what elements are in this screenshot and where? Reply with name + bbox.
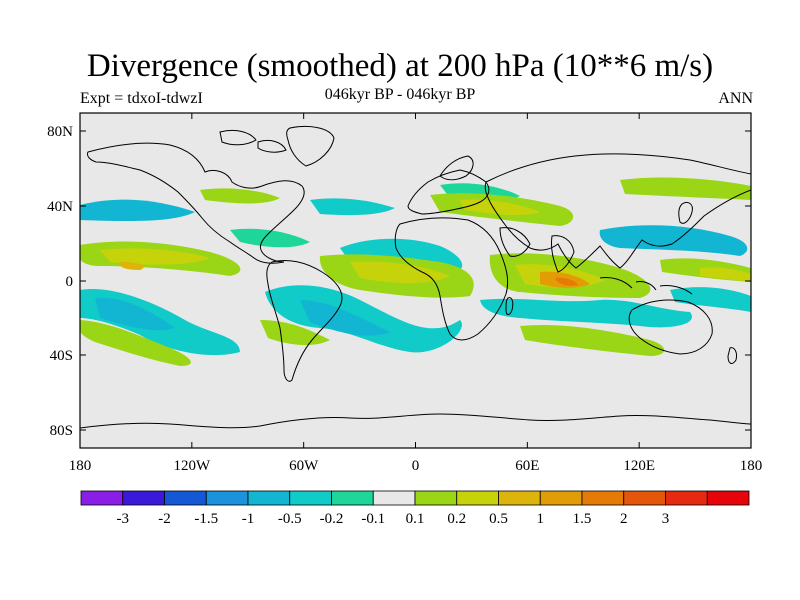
coastline-south-america	[266, 259, 343, 382]
colorbar: -3 -2 -1.5 -1 -0.5 -0.2 -0.1 0.1 0.2 0.5 1 1.5 2 3	[80, 490, 750, 527]
lon-tick-label: 120W	[173, 458, 211, 474]
colorbar-label: 0.2	[447, 511, 466, 527]
coastline-asia	[484, 153, 751, 269]
colorbar-label: -2	[158, 511, 171, 527]
field-region-positive	[119, 262, 144, 270]
colorbar-swatch	[331, 490, 374, 506]
coastline-europe	[407, 169, 490, 215]
colorbar-swatch	[706, 490, 750, 506]
colorbar-label: 1	[537, 511, 545, 527]
colorbar-swatch	[456, 490, 499, 506]
colorbar-swatch	[414, 490, 458, 506]
field-region-negative	[95, 297, 175, 331]
field-region-negative	[300, 300, 390, 336]
field-region-positive	[555, 277, 578, 286]
lat-tick-label: 0	[66, 274, 74, 290]
coastline-africa	[394, 217, 509, 341]
lon-tick-label: 180	[69, 458, 92, 474]
lon-tick-label: 60E	[515, 458, 539, 474]
colorbar-label: -1.5	[194, 511, 218, 527]
colorbar-swatch	[247, 490, 291, 506]
colorbar-swatch	[498, 490, 541, 506]
colorbar-label: 1.5	[573, 511, 592, 527]
lon-tick-label: 180	[740, 458, 763, 474]
field-region-positive	[100, 248, 210, 265]
lon-tick-label: 60W	[289, 458, 319, 474]
coastline-madagascar	[505, 297, 514, 315]
colorbar-swatch	[289, 490, 332, 506]
coastline-new-zealand	[727, 347, 737, 364]
colorbar-swatch	[581, 490, 625, 506]
field-region-negative	[599, 225, 748, 256]
coastlines	[80, 125, 751, 429]
colorbar-label: -3	[117, 511, 130, 527]
colorbar-label: -1	[242, 511, 255, 527]
colorbar-swatch	[372, 490, 416, 506]
field-region-negative	[310, 198, 395, 216]
coastline-arctic-islands	[219, 129, 287, 153]
field-region-positive	[200, 188, 280, 204]
lat-tick-label: 80N	[47, 124, 73, 140]
axis-ticks: 80N 40N 0 40S 80S 180 120W 60W 0 60E 120E 180	[47, 113, 762, 474]
colorbar-swatch	[205, 490, 249, 506]
field-region-positive	[520, 324, 665, 356]
field-region-positive	[460, 199, 540, 216]
colorbar-label: -0.5	[278, 511, 302, 527]
season-label: ANN	[718, 90, 753, 107]
coastline-india	[551, 235, 575, 273]
colorbar-swatch	[122, 490, 165, 506]
lat-tick-label: 80S	[50, 423, 73, 439]
colorbar-swatch	[623, 490, 666, 506]
lat-tick-label: 40S	[50, 348, 73, 364]
colorbar-swatch	[80, 490, 124, 506]
experiment-label: Expt = tdxoI-tdwzI	[80, 90, 203, 107]
period-label: 046kyr BP - 046kyr BP	[324, 86, 476, 103]
coastline-australia	[628, 299, 713, 355]
colorbar-label: 3	[662, 511, 670, 527]
colorbar-label: -0.2	[320, 511, 344, 527]
field-region-negative	[230, 228, 310, 248]
coastline-antarctica	[80, 413, 751, 429]
field-region-positive	[700, 267, 751, 282]
coastline-scandinavia	[439, 155, 474, 181]
colorbar-label: 0.1	[406, 511, 425, 527]
divergence-field	[80, 177, 751, 366]
colorbar-label: 0.5	[489, 511, 508, 527]
field-region-positive	[80, 320, 191, 366]
colorbar-label: -0.1	[361, 511, 385, 527]
coastline-arabia	[499, 227, 531, 257]
colorbar-swatch	[164, 490, 207, 506]
coastline-indonesia	[599, 277, 693, 295]
lon-tick-label: 0	[412, 458, 420, 474]
lon-tick-label: 120E	[623, 458, 655, 474]
coastline-north-america	[87, 142, 305, 264]
coastline-japan	[678, 201, 693, 224]
colorbar-swatch	[665, 490, 708, 506]
field-region-negative	[80, 199, 195, 222]
colorbar-label: 2	[620, 511, 628, 527]
field-region-positive	[620, 177, 751, 200]
coastline-greenland	[286, 125, 335, 167]
field-region-positive	[350, 261, 450, 283]
plot-title: Divergence (smoothed) at 200 hPa (10**6 …	[86, 48, 714, 84]
colorbar-swatch	[539, 490, 583, 506]
lat-tick-label: 40N	[47, 199, 73, 215]
